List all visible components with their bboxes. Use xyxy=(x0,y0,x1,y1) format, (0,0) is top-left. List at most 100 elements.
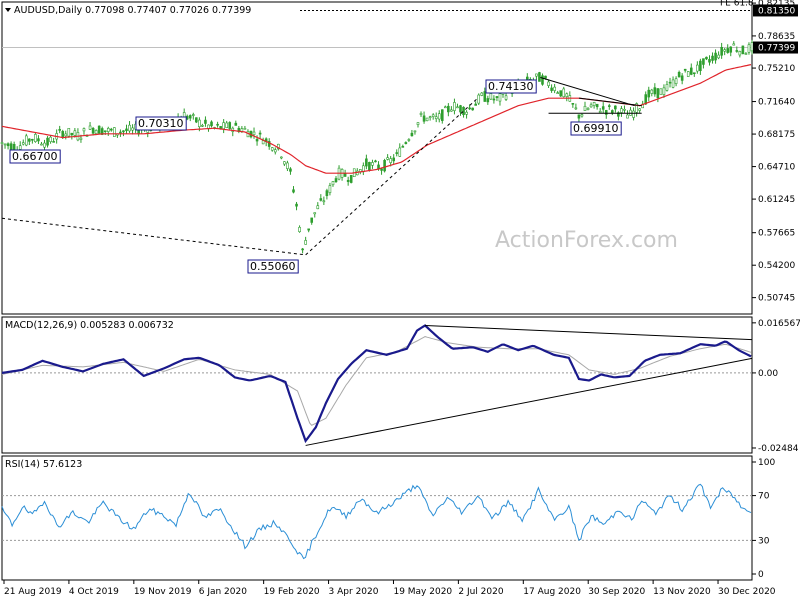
price-panel[interactable] xyxy=(1,1,753,315)
price-bar xyxy=(744,53,748,55)
price-bar xyxy=(413,130,417,133)
annotation-text: 0.69910 xyxy=(573,122,619,135)
watermark-text: ActionForex.com xyxy=(495,228,678,253)
price-bar xyxy=(705,56,708,60)
rsi-ytick-label: 70 xyxy=(758,492,770,502)
price-trendline[interactable] xyxy=(578,97,642,107)
price-bar xyxy=(64,133,68,137)
macd-panel[interactable] xyxy=(1,316,753,454)
price-bar xyxy=(31,138,34,141)
xtick-label: 2 Jul 2020 xyxy=(458,587,503,597)
price-trendline[interactable] xyxy=(540,77,635,107)
price-bar xyxy=(595,103,599,108)
price-bar xyxy=(119,131,122,134)
price-ytick-label: 0.71640 xyxy=(758,98,795,108)
price-bar xyxy=(28,138,31,142)
price-bar xyxy=(693,72,696,75)
price-bar xyxy=(632,110,635,118)
price-bar xyxy=(0,142,4,144)
price-bar xyxy=(702,58,705,65)
price-bar xyxy=(18,145,22,150)
xtick-label: 21 Aug 2019 xyxy=(4,587,62,597)
price-bar xyxy=(188,115,192,119)
price-bar xyxy=(635,103,638,113)
price-bar xyxy=(261,140,265,145)
annotation-text: 0.66700 xyxy=(12,150,58,163)
price-bar xyxy=(626,114,629,119)
price-bar xyxy=(252,131,256,136)
price-trendline[interactable] xyxy=(1,217,306,256)
price-bar xyxy=(37,138,40,142)
price-bar xyxy=(565,93,569,97)
price-bar xyxy=(131,127,134,131)
price-ytick-label: 0.54200 xyxy=(758,261,795,271)
price-bar xyxy=(273,149,277,153)
price-bar xyxy=(88,125,92,130)
price-bar xyxy=(52,141,55,143)
price-bar xyxy=(91,127,95,134)
price-bar xyxy=(559,90,563,97)
price-bar xyxy=(717,54,720,59)
annotation-text: 0.70310 xyxy=(138,117,184,130)
price-bar xyxy=(61,131,65,138)
price-bar xyxy=(334,178,338,183)
price-annotation: 0.66700 xyxy=(9,149,61,164)
macd-trendline[interactable] xyxy=(305,357,753,446)
rsi-ytick-label: 30 xyxy=(758,536,770,546)
current-price-box xyxy=(753,41,798,54)
price-bar xyxy=(331,181,335,186)
price-bar xyxy=(255,138,259,142)
dropdown-arrow-icon[interactable] xyxy=(5,8,11,12)
price-bar xyxy=(444,106,447,109)
price-bar xyxy=(434,116,438,120)
price-bar xyxy=(462,106,465,116)
price-bar xyxy=(40,143,43,146)
price-annotation: 0.74130 xyxy=(485,79,537,94)
annotation-text: 0.55060 xyxy=(250,260,296,273)
price-bar xyxy=(401,146,405,148)
price-bar xyxy=(113,127,116,137)
price-bar xyxy=(106,128,110,132)
price-bar xyxy=(689,67,693,75)
price-bar xyxy=(207,124,210,129)
price-bar xyxy=(714,52,717,61)
price-bar xyxy=(24,135,28,146)
price-bar xyxy=(598,110,602,113)
price-bar xyxy=(471,107,474,111)
price-bar xyxy=(128,124,131,132)
price-bar xyxy=(343,173,347,177)
price-bar xyxy=(198,119,201,127)
price-bar xyxy=(416,122,420,125)
macd-trendline[interactable] xyxy=(425,324,753,341)
rsi-panel[interactable] xyxy=(1,455,753,581)
price-bar xyxy=(556,92,559,94)
price-bar xyxy=(465,111,468,115)
price-bar xyxy=(750,42,754,52)
annotation-box xyxy=(247,259,299,274)
price-bar xyxy=(601,106,605,110)
price-bar xyxy=(492,98,496,101)
price-bar xyxy=(386,157,389,160)
price-bar xyxy=(94,130,98,134)
price-ytick-label: 0.50745 xyxy=(758,294,795,304)
price-bar xyxy=(316,205,320,210)
price-bar xyxy=(304,240,307,245)
price-bar xyxy=(683,68,687,71)
price-bar xyxy=(100,128,104,135)
price-bar xyxy=(398,147,402,157)
price-bar xyxy=(738,51,742,56)
price-bar xyxy=(489,93,493,100)
price-bar xyxy=(325,190,329,197)
price-trendline[interactable] xyxy=(305,97,479,256)
price-bar xyxy=(419,112,423,115)
price-bar xyxy=(73,130,77,136)
macd-ytick-label: -0.02484 xyxy=(758,444,799,454)
price-bar xyxy=(389,158,392,163)
price-bar xyxy=(395,152,399,154)
price-bar xyxy=(671,79,675,88)
price-bar xyxy=(407,139,411,141)
price-bar xyxy=(723,49,726,52)
price-bar xyxy=(228,122,232,129)
price-bar xyxy=(732,43,736,46)
xtick-label: 6 Jan 2020 xyxy=(199,587,247,597)
